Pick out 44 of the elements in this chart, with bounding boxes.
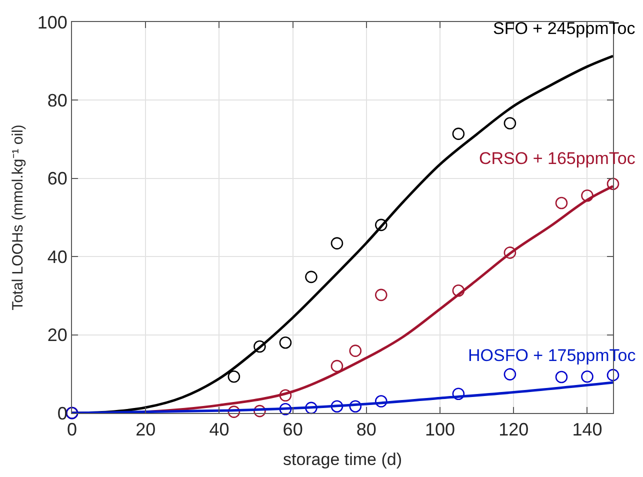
x-tick-label: 120 [498, 420, 529, 440]
y-axis-title: Total LOOHs (mmol.kg⁻¹ oil) [10, 124, 27, 310]
y-tick-label: 20 [47, 325, 68, 346]
point [330, 400, 344, 412]
y-tick-label: 100 [37, 12, 68, 32]
y-tick-label: 60 [47, 168, 68, 189]
y-tick-label: 80 [47, 90, 68, 110]
point [452, 284, 465, 297]
point [305, 270, 318, 284]
point [305, 402, 318, 414]
point [555, 196, 568, 210]
point [330, 360, 344, 372]
point [581, 189, 594, 202]
point [279, 402, 292, 416]
point [606, 178, 620, 190]
x-tick-label: 100 [425, 420, 456, 440]
x-tick-label: 80 [356, 420, 376, 440]
x-tick-label: 40 [209, 420, 230, 440]
point [279, 336, 292, 349]
point [555, 370, 568, 384]
point [581, 370, 594, 383]
x-tick-label: 20 [136, 420, 156, 440]
x-tick-label: 60 [282, 420, 303, 440]
point [504, 368, 516, 380]
y-tick-label: 40 [47, 246, 68, 267]
point [504, 117, 516, 130]
point [228, 406, 240, 418]
point [349, 400, 362, 412]
point [228, 370, 240, 383]
point [374, 395, 388, 408]
x-tick-label: 140 [572, 420, 602, 440]
x-axis-title: storage time (d) [282, 450, 402, 469]
point [349, 344, 362, 357]
point [606, 368, 620, 382]
y-tick-label: 0 [57, 403, 68, 424]
point [374, 218, 388, 232]
point [504, 246, 516, 259]
point [374, 288, 388, 302]
point [254, 340, 266, 353]
point [254, 404, 266, 418]
point [330, 237, 344, 250]
point [452, 128, 465, 140]
point [279, 389, 292, 402]
point [452, 388, 465, 400]
